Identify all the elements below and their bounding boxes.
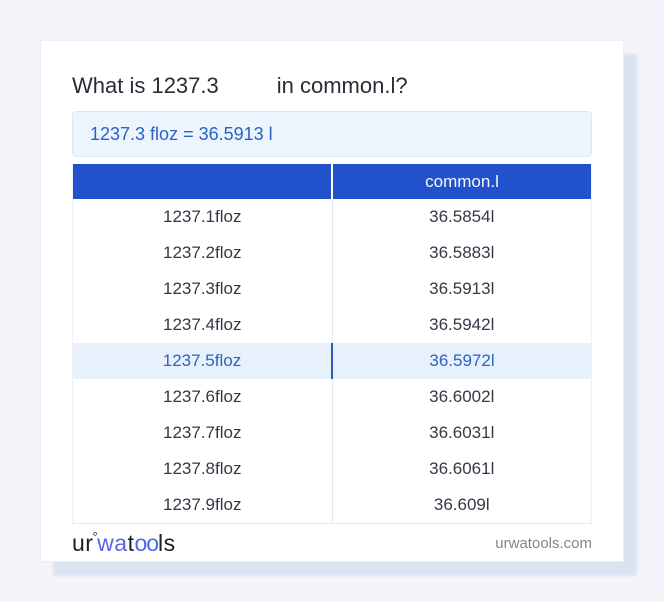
cell-to-value: 36.5854l (429, 207, 495, 226)
cell-to-value: 36.5883l (429, 243, 495, 262)
table-row[interactable]: 1237.3floz 36.5913l (73, 271, 591, 307)
cell-from-value: 1237.8floz (73, 451, 333, 487)
cell-from-value: 1237.9floz (73, 487, 333, 523)
logo-part-wa: wa (97, 530, 128, 556)
table-row[interactable]: 1237.8floz 36.6061l (73, 451, 591, 487)
cell-from-value: 1237.5floz (73, 343, 333, 379)
table-row[interactable]: 1237.7floz 36.6031l (73, 415, 591, 451)
question-prefix: What is 1237.3 (72, 73, 219, 98)
table-header-to: common.l (333, 164, 591, 199)
answer-box: 1237.3 floz = 36.5913 l (72, 111, 592, 157)
cell-to-value: 36.6002l (429, 387, 495, 406)
cell-from-value: 1237.6floz (73, 379, 333, 415)
cell-to-value: 36.5913l (429, 279, 495, 298)
table-row[interactable]: 1237.2floz 36.5883l (73, 235, 591, 271)
conversion-table: common.l 1237.1floz 36.5854l 1237.2floz 36.… (72, 164, 592, 524)
urwatools-logo: ur°watools (72, 529, 176, 556)
logo-degree-mark: ° (92, 529, 99, 544)
table-row[interactable]: 1237.6floz 36.6002l (73, 379, 591, 415)
table-row[interactable]: 1237.9floz 36.609l (73, 487, 591, 523)
cell-from-value: 1237.3floz (73, 271, 333, 307)
cell-from-value: 1237.4floz (73, 307, 333, 343)
logo-part-t: t (127, 530, 135, 556)
table-header-row: common.l (73, 164, 591, 199)
cell-to-value: 36.609l (433, 495, 490, 514)
card-footer: ur°watools urwatools.com (72, 524, 592, 563)
cell-to-value: 36.5972l (429, 351, 495, 370)
table-row[interactable]: 1237.1floz 36.5854l (73, 199, 591, 235)
answer-text: 1237.3 floz = 36.5913 l (90, 123, 273, 144)
logo-part-ur: ur (72, 530, 94, 556)
page-title: What is 1237.3 in common.l? (72, 72, 592, 100)
cell-from-value: 1237.1floz (73, 199, 333, 235)
cell-to-value: 36.5942l (429, 315, 495, 334)
cell-from-value: 1237.2floz (73, 235, 333, 271)
logo-part-oo: oo (134, 530, 159, 556)
table-row[interactable]: 1237.4floz 36.5942l (73, 307, 591, 343)
converter-card: What is 1237.3 in common.l? 1237.3 floz =… (40, 40, 624, 562)
cell-to-value: 36.6061l (429, 459, 495, 478)
site-url: urwatools.com (495, 535, 592, 552)
question-suffix: in common.l? (276, 73, 408, 98)
cell-from-value: 1237.7floz (73, 415, 333, 451)
logo-part-ls: ls (158, 530, 176, 556)
table-header-from (73, 164, 331, 199)
cell-to-value: 36.6031l (429, 423, 495, 442)
conversion-table-body: 1237.1floz 36.5854l 1237.2floz 36.5883l 1237… (73, 199, 591, 523)
table-row-highlighted[interactable]: 1237.5floz 36.5972l (73, 343, 591, 379)
